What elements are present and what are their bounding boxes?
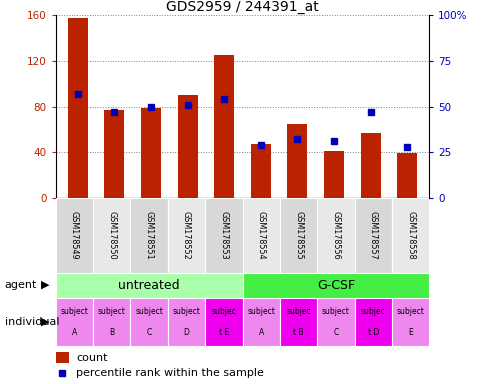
Bar <box>317 198 354 273</box>
Text: subjec: subjec <box>211 306 236 316</box>
Text: GSM178556: GSM178556 <box>331 211 340 260</box>
Text: D: D <box>183 328 189 337</box>
Text: A: A <box>258 328 263 337</box>
Bar <box>205 198 242 273</box>
Text: GSM178551: GSM178551 <box>144 211 153 260</box>
Bar <box>242 198 279 273</box>
Text: C: C <box>333 328 338 337</box>
Bar <box>130 198 167 273</box>
Bar <box>360 133 380 198</box>
Text: subject: subject <box>98 306 125 316</box>
Text: subject: subject <box>321 306 349 316</box>
Bar <box>279 198 317 273</box>
Bar <box>391 298 428 346</box>
Bar <box>213 55 234 198</box>
Text: subject: subject <box>135 306 163 316</box>
Bar <box>56 198 93 273</box>
Bar <box>141 108 161 198</box>
Text: ▶: ▶ <box>41 280 50 290</box>
Bar <box>354 298 391 346</box>
Bar <box>279 298 317 346</box>
Text: GSM178555: GSM178555 <box>293 211 302 260</box>
Text: individual: individual <box>5 316 59 327</box>
Text: GSM178552: GSM178552 <box>182 211 191 260</box>
Text: t B: t B <box>293 328 303 337</box>
Text: GSM178550: GSM178550 <box>107 211 116 260</box>
Bar <box>167 298 205 346</box>
Text: subject: subject <box>172 306 200 316</box>
Text: GSM178557: GSM178557 <box>368 211 377 260</box>
Bar <box>167 198 205 273</box>
Bar <box>317 298 354 346</box>
Text: t E: t E <box>218 328 228 337</box>
Bar <box>56 298 93 346</box>
Text: t D: t D <box>367 328 378 337</box>
Text: C: C <box>146 328 151 337</box>
Bar <box>354 198 391 273</box>
Text: GSM178558: GSM178558 <box>405 211 414 260</box>
Bar <box>104 110 124 198</box>
Bar <box>205 298 242 346</box>
Text: GSM178549: GSM178549 <box>70 211 79 260</box>
Text: subjec: subjec <box>360 306 385 316</box>
Text: GSM178553: GSM178553 <box>219 211 228 260</box>
Text: percentile rank within the sample: percentile rank within the sample <box>76 368 264 379</box>
Text: G-CSF: G-CSF <box>316 279 354 291</box>
Bar <box>396 153 416 198</box>
Bar <box>68 18 88 198</box>
Bar <box>287 124 307 198</box>
Text: A: A <box>72 328 77 337</box>
Text: subjec: subjec <box>286 306 310 316</box>
Bar <box>250 144 271 198</box>
Bar <box>130 298 167 346</box>
Title: GDS2959 / 244391_at: GDS2959 / 244391_at <box>166 0 318 14</box>
Bar <box>242 298 279 346</box>
Text: B: B <box>109 328 114 337</box>
Text: GSM178554: GSM178554 <box>256 211 265 260</box>
Text: subject: subject <box>396 306 424 316</box>
Bar <box>93 298 130 346</box>
Text: count: count <box>76 353 107 362</box>
Bar <box>177 95 197 198</box>
Bar <box>242 273 428 298</box>
Text: E: E <box>408 328 412 337</box>
Bar <box>56 273 242 298</box>
Text: subject: subject <box>60 306 88 316</box>
Text: subject: subject <box>247 306 274 316</box>
Text: untreated: untreated <box>118 279 180 291</box>
Text: ▶: ▶ <box>41 316 50 327</box>
Text: agent: agent <box>5 280 37 290</box>
Bar <box>323 151 343 198</box>
Bar <box>391 198 428 273</box>
Bar <box>93 198 130 273</box>
Bar <box>56 353 69 363</box>
